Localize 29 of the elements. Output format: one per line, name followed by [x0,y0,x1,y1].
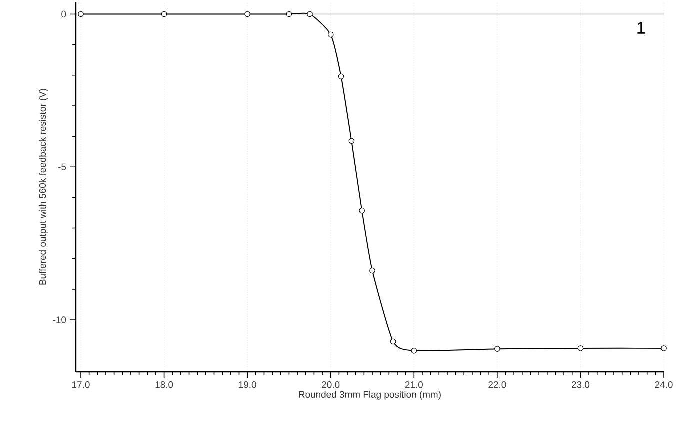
x-tick-label: 20.0 [322,382,340,388]
point [661,346,667,352]
point [494,346,500,352]
point [390,338,396,345]
point [348,138,355,144]
point [286,11,292,18]
point [328,32,334,38]
point [359,208,365,214]
x-tick-label: 22.0 [488,382,506,388]
point [370,268,376,274]
x-tick-label: 23.0 [572,382,590,388]
point [307,11,313,18]
y-tick-label: 0 [62,10,66,18]
point [578,346,584,352]
y-tick-label: -5 [58,164,66,170]
x-tick-label: 21.0 [405,382,423,388]
y-axis-title: Buffered output with 560k feedback resistor (V) [39,89,48,285]
x-tick-label: 19.0 [239,382,256,388]
y-tick-label: -10 [53,316,66,324]
annotation: 1 [638,22,645,34]
x-tick-label: 24.0 [655,382,673,388]
x-tick-label: 18.0 [156,382,174,388]
point [161,11,168,18]
point [411,348,418,354]
x-axis-title: Rounded 3mm Flag position (mm) [299,391,441,400]
point [244,11,250,18]
point [78,11,84,18]
x-tick-label: 17.0 [72,382,90,388]
point [338,74,344,80]
